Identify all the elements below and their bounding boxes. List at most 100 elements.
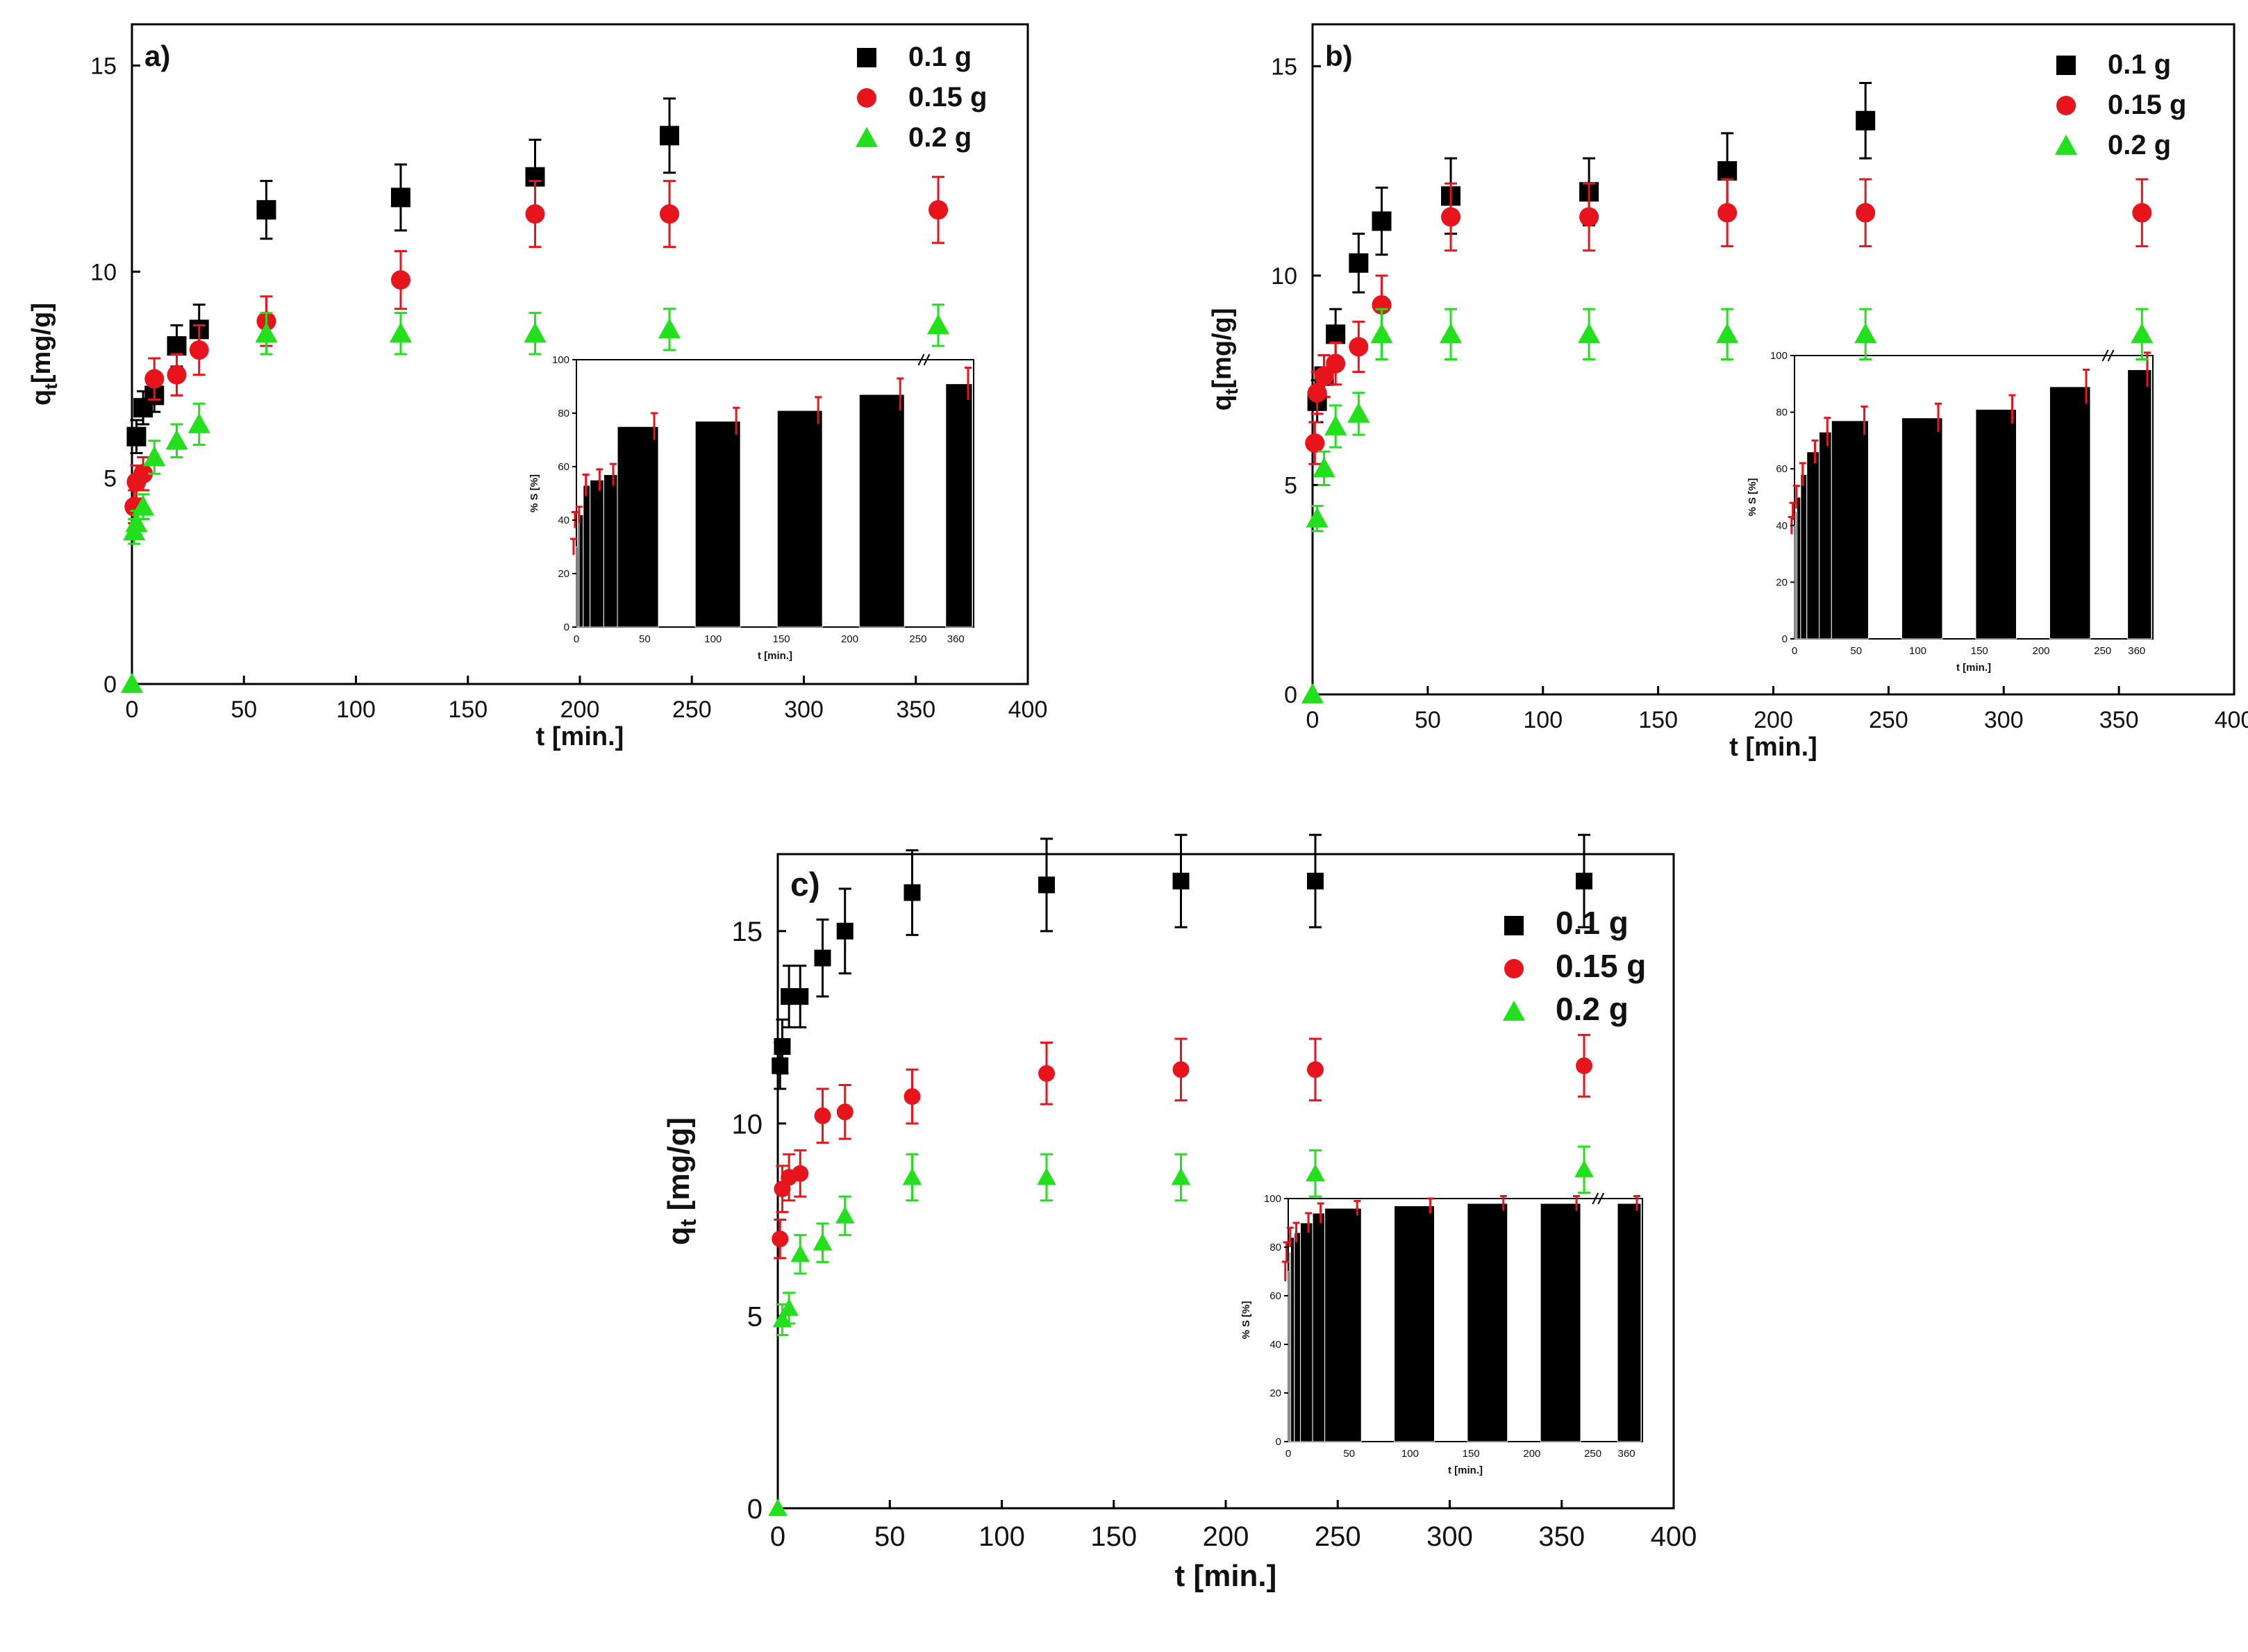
data-point	[525, 204, 545, 224]
inset-x-tick-label: 50	[1343, 1448, 1355, 1460]
inset-x-tick-label: 100	[704, 633, 722, 645]
data-point	[1854, 323, 1877, 344]
data-point	[1307, 1061, 1324, 1078]
inset-bar	[945, 383, 973, 628]
inset-bar	[1617, 1203, 1642, 1442]
inset-error-bar	[569, 537, 577, 556]
inset-error-bar	[1281, 1260, 1289, 1281]
data-point	[902, 1167, 922, 1185]
x-tick-label: 200	[560, 696, 600, 723]
inset-error-bar	[1789, 501, 1797, 520]
inset-error-bar	[1305, 1212, 1313, 1233]
data-point	[1037, 1167, 1056, 1185]
y-tick-label: 15	[732, 917, 763, 947]
data-point	[165, 429, 188, 450]
inset-x-tick-label: 200	[2032, 645, 2049, 657]
data-point	[1172, 1061, 1190, 1078]
legend-marker	[2054, 134, 2078, 155]
data-point	[660, 204, 679, 224]
data-point	[790, 1244, 810, 1262]
inset-bar	[1831, 420, 1870, 640]
inset-bar	[1294, 1232, 1301, 1442]
inset-y-axis-label: % S [%]	[1240, 1301, 1252, 1339]
data-point	[836, 1103, 854, 1121]
legend-marker	[1504, 959, 1524, 978]
inset-bar	[1800, 474, 1808, 640]
data-point	[658, 318, 681, 339]
inset-error-bar	[815, 396, 822, 424]
inset-bar	[1300, 1222, 1313, 1442]
data-point	[391, 187, 410, 208]
x-tick-label: 200	[1754, 707, 1793, 733]
series-0.2g	[1301, 308, 2154, 703]
inset-error-bar	[1935, 402, 1942, 433]
y-tick-label: 15	[90, 53, 117, 80]
inset-bar	[578, 514, 584, 628]
data-point	[1172, 872, 1190, 890]
inset-bar	[1901, 417, 1943, 640]
legend-marker	[2056, 56, 2076, 75]
data-point	[1313, 457, 1335, 478]
inset-y-tick-label: 0	[1276, 1436, 1281, 1448]
inset-x-tick-label: 360	[947, 633, 965, 645]
legend: 0.1 g 0.15 g 0.2 g	[855, 42, 987, 153]
inset-error-bar	[596, 468, 603, 491]
data-point	[1349, 337, 1369, 357]
x-tick-label: 100	[1523, 707, 1563, 733]
inset-bar	[590, 479, 604, 628]
x-tick-label: 0	[770, 1521, 785, 1552]
axis-break-mark	[1592, 1192, 1605, 1205]
inset-bar	[1467, 1203, 1508, 1442]
inset-y-tick-label: 40	[1269, 1339, 1281, 1351]
x-tick-label: 350	[896, 696, 935, 723]
inset-error-bar	[1799, 462, 1806, 486]
legend: 0.1 g 0.15 g 0.2 g	[1502, 905, 1646, 1027]
inset-bar	[1819, 431, 1832, 640]
y-axis-label: qt[mg/g]	[27, 303, 61, 406]
legend-label: 0.15 g	[1556, 948, 1646, 984]
inset-bar-chart: 0 20 40 60 80 100 0 50 100 150 200 250 360 t [min.] % …	[1240, 1192, 1643, 1476]
x-tick-label: 300	[784, 696, 824, 723]
x-axis-label: t [min.]	[1175, 1559, 1277, 1593]
inset-error-bar	[651, 412, 658, 440]
inset-y-tick-label: 80	[1269, 1242, 1281, 1253]
x-tick-label: 100	[336, 696, 376, 723]
inset-error-bar	[575, 506, 583, 523]
y-tick-label: 15	[1271, 54, 1297, 81]
inset-x-tick-label: 0	[1285, 1448, 1291, 1460]
inset-x-tick-label: 250	[1584, 1448, 1601, 1460]
x-tick-label: 150	[1090, 1521, 1137, 1552]
data-point	[1717, 161, 1738, 181]
x-tick-label: 300	[1426, 1521, 1473, 1552]
data-point	[926, 314, 950, 335]
inset-error-bar	[1283, 1241, 1290, 1262]
data-point	[768, 1499, 788, 1517]
y-tick-label: 0	[1284, 682, 1297, 708]
inset-y-tick-label: 0	[564, 621, 569, 633]
data-point	[1347, 402, 1370, 423]
data-point	[1578, 323, 1601, 344]
legend-label: 0.15 g	[2108, 90, 2186, 120]
data-point	[1314, 366, 1334, 386]
inset-bar	[1540, 1203, 1581, 1442]
data-point	[132, 495, 155, 516]
inset-x-axis-label: t [min.]	[1956, 662, 1991, 674]
y-tick-label: 10	[1271, 263, 1297, 290]
inset-bar-chart: 0 20 40 60 80 100 0 50 100 150 200 250 360 t [min.] % …	[1747, 349, 2154, 674]
data-point	[1439, 323, 1463, 344]
y-axis-label: qt [mg/g]	[662, 1117, 701, 1245]
inset-x-tick-label: 150	[1971, 645, 1988, 657]
data-point	[120, 672, 144, 693]
series-0.1g	[1307, 81, 1876, 424]
data-point	[792, 988, 809, 1006]
x-axis-label: t [min.]	[1729, 733, 1817, 762]
y-tick-label: 5	[103, 465, 117, 492]
data-point	[660, 126, 679, 146]
x-tick-label: 150	[448, 696, 488, 723]
panel-label: a)	[144, 40, 170, 72]
x-tick-label: 400	[1651, 1521, 1697, 1552]
data-point	[814, 1107, 831, 1124]
